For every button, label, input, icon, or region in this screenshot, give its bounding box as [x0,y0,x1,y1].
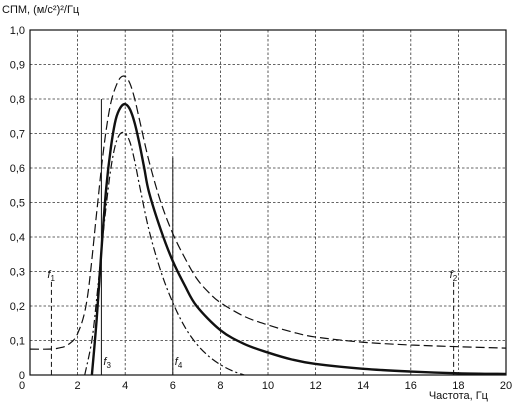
x-tick-label: 20 [500,380,512,392]
y-tick-label: 0,3 [10,267,25,279]
x-tick-label: 0 [19,380,25,392]
series-line-long-dash [29,75,507,350]
x-tick-label: 6 [170,380,176,392]
series-group [29,75,507,376]
x-tick-label: 4 [122,380,128,392]
x-tick-label: 18 [452,380,464,392]
frequency-markers: f1 f2 f3 f4 [47,99,458,375]
x-tick-label: 2 [75,380,81,392]
x-tick-label: 12 [309,380,321,392]
y-tick-label: 0,6 [10,163,25,175]
y-axis-title: СПМ, (м/с²)²/Гц [2,4,80,16]
y-tick-label: 0,5 [10,198,25,210]
series-line-dash-dot [84,131,245,376]
marker-label-f4: f4 [175,356,183,370]
y-tick-label: 1,0 [10,25,25,37]
y-tick-label: 0,8 [10,94,25,106]
x-tick-label: 10 [262,380,274,392]
marker-label-f1: f1 [47,269,55,283]
y-tick-label: 0,9 [10,60,25,72]
x-tick-label: 14 [357,380,369,392]
marker-label-f2: f2 [450,269,458,283]
grid [30,30,506,375]
series-line-solid [90,102,507,376]
y-tick-label: 0 [19,370,25,382]
y-tick-label: 0,7 [10,129,25,141]
y-tick-label: 0,1 [10,336,25,348]
x-tick-labels: 0 2 4 6 8 10 12 14 16 18 20 [19,380,512,392]
marker-label-f3: f3 [103,356,111,370]
y-tick-label: 0,2 [10,301,25,313]
plot-frame [29,29,507,376]
y-tick-labels: 0 0,1 0,2 0,3 0,4 0,5 0,6 0,7 0,8 0,9 1,0 [10,25,25,382]
x-tick-label: 16 [405,380,417,392]
y-tick-label: 0,4 [10,232,25,244]
x-axis-title: Частота, Гц [429,390,489,402]
x-tick-label: 8 [217,380,223,392]
